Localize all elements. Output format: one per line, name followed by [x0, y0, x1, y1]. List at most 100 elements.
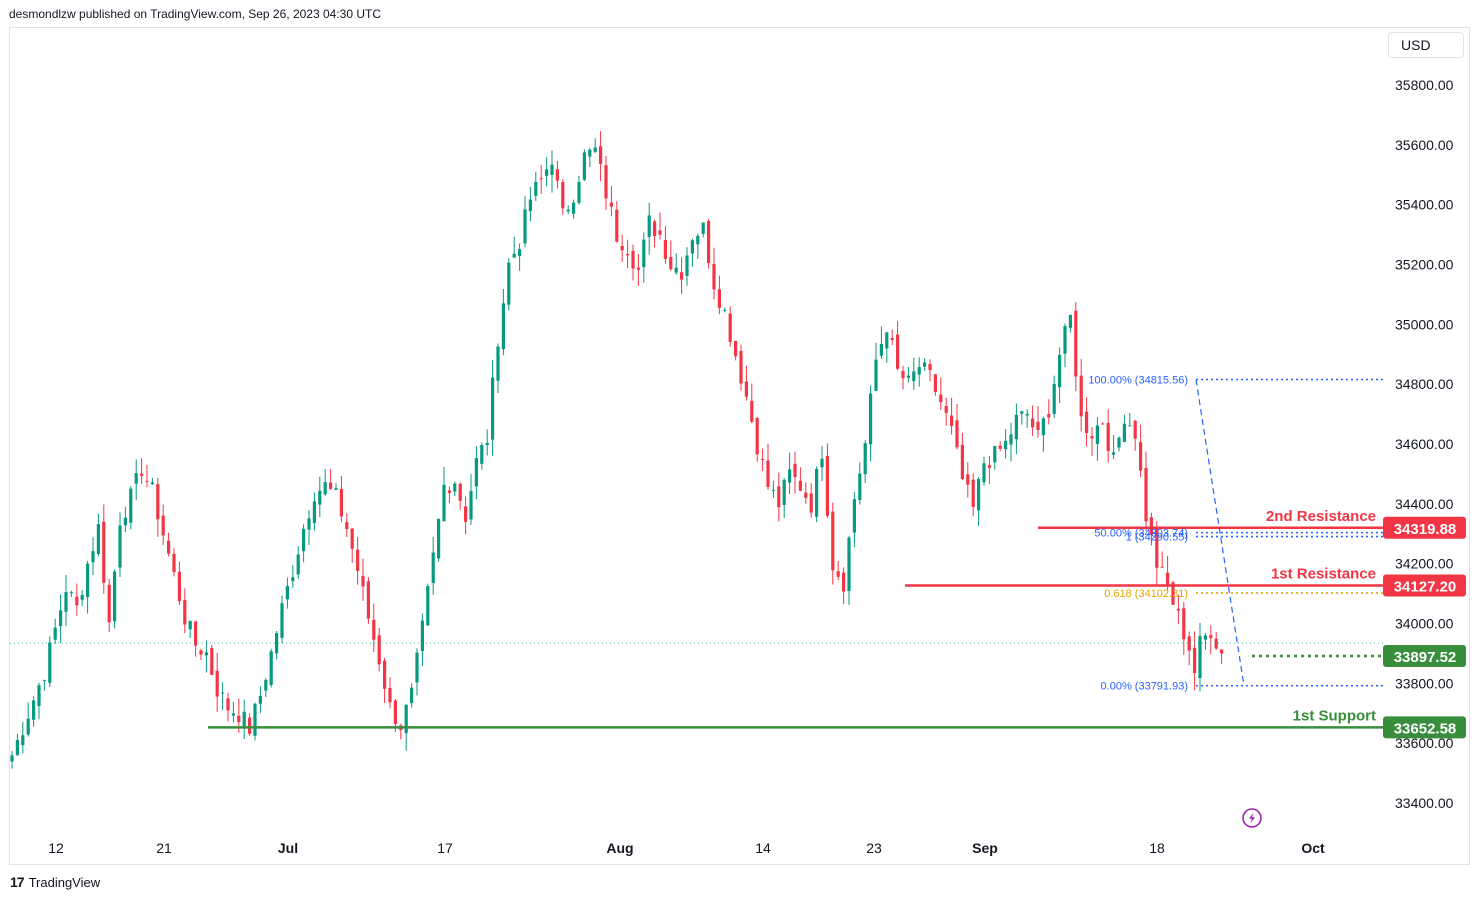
- candle-body: [183, 600, 187, 625]
- candle-body: [723, 309, 727, 311]
- candle-body: [188, 620, 192, 630]
- footer: 17 TradingView: [10, 874, 100, 890]
- candle-body: [53, 627, 57, 640]
- y-tick-label: 33800.00: [1395, 675, 1454, 691]
- candle-body: [663, 240, 667, 259]
- candle-body: [993, 446, 997, 463]
- candle-body: [582, 152, 586, 180]
- candle-body: [199, 650, 203, 655]
- candle-body: [750, 400, 754, 422]
- candle-body: [248, 717, 252, 734]
- candle-body: [1074, 310, 1078, 377]
- candle-body: [329, 482, 333, 489]
- candle-body: [712, 263, 716, 290]
- candle-body: [431, 552, 435, 584]
- y-tick-label: 35000.00: [1395, 316, 1454, 332]
- candle-body: [145, 480, 149, 482]
- currency-button[interactable]: USD: [1388, 32, 1464, 58]
- candle-body: [987, 465, 991, 468]
- candle-body: [1052, 383, 1056, 415]
- level-name: 1st Resistance: [1271, 565, 1376, 582]
- candle-body: [523, 209, 527, 244]
- candle-body: [620, 246, 624, 251]
- candle-body: [15, 739, 19, 756]
- y-tick-label: 34600.00: [1395, 436, 1454, 452]
- candle-body: [161, 515, 165, 536]
- candle-body: [1036, 421, 1040, 431]
- candle-body: [863, 443, 867, 475]
- candle-body: [631, 250, 635, 269]
- candle-body: [118, 525, 122, 568]
- candle-body: [901, 370, 905, 379]
- candle-body: [528, 199, 532, 212]
- y-tick-label: 34400.00: [1395, 496, 1454, 512]
- candle-body: [1198, 636, 1202, 678]
- candle-body: [960, 444, 964, 479]
- levels: 2nd Resistance 34319.88 1st Resistance 3412…: [10, 508, 1466, 739]
- candle-body: [609, 202, 613, 207]
- candle-body: [1063, 326, 1067, 354]
- candle-body: [771, 489, 775, 491]
- fibonacci-retracement[interactable]: 100.00% (34815.56) 50.00% (34303.74)1 (34…: [1088, 375, 1385, 693]
- candle-body: [361, 575, 365, 587]
- candle-body: [113, 571, 117, 622]
- candle-body: [615, 209, 619, 242]
- candle-body: [377, 635, 381, 665]
- y-tick-label: 34000.00: [1395, 616, 1454, 632]
- candle-body: [442, 484, 446, 522]
- candle-body: [264, 679, 268, 691]
- candle-body: [1112, 452, 1116, 455]
- candle-body: [874, 359, 878, 391]
- candle-body: [356, 549, 360, 571]
- y-tick-label: 35400.00: [1395, 197, 1454, 213]
- candle-body: [696, 235, 700, 245]
- chart-frame: [9, 27, 1470, 865]
- candle-body: [1149, 517, 1153, 535]
- candle-body: [307, 518, 311, 530]
- candle-body: [269, 651, 273, 685]
- candle-body: [1095, 425, 1099, 445]
- candle-body: [1058, 354, 1062, 388]
- candle-body: [388, 687, 392, 703]
- last-price-label: 33897.52: [1394, 649, 1457, 666]
- candle-body: [545, 169, 549, 176]
- x-tick-label: Jul: [278, 840, 298, 856]
- candle-body: [453, 483, 457, 492]
- candle-body: [917, 367, 921, 375]
- candle-body: [1009, 434, 1013, 445]
- candle-body: [831, 511, 835, 571]
- candle-body: [761, 458, 765, 460]
- candle-body: [194, 621, 198, 646]
- candle-body: [48, 642, 52, 683]
- candle-body: [334, 488, 338, 491]
- candle-body: [977, 478, 981, 511]
- candle-body: [680, 272, 684, 280]
- candle-body: [91, 551, 95, 563]
- lightning-icon[interactable]: [1242, 808, 1262, 828]
- candle-body: [933, 374, 937, 392]
- candle-body: [599, 146, 603, 165]
- candle-body: [944, 406, 948, 413]
- candle-body: [258, 695, 262, 704]
- candle-body: [350, 528, 354, 549]
- candle-body: [755, 417, 759, 455]
- candle-body: [1085, 411, 1089, 433]
- candle-body: [393, 700, 397, 724]
- candle-body: [64, 592, 68, 612]
- fib-level-label: 0.618 (34102.31): [1104, 588, 1188, 600]
- y-tick-label: 35200.00: [1395, 257, 1454, 273]
- candle-body: [534, 181, 538, 196]
- candle-body: [226, 698, 230, 711]
- candle-body: [512, 253, 516, 258]
- candle-body: [701, 222, 705, 234]
- candle-body: [815, 468, 819, 517]
- candle-body: [1182, 608, 1186, 640]
- candles: [10, 131, 1224, 769]
- candle-body: [469, 491, 473, 520]
- candle-body: [1025, 414, 1029, 416]
- fib-level-label: 50.00% (34303.74): [1094, 528, 1188, 540]
- candle-body: [906, 375, 910, 378]
- candle-body: [156, 484, 160, 520]
- candle-body: [593, 147, 597, 152]
